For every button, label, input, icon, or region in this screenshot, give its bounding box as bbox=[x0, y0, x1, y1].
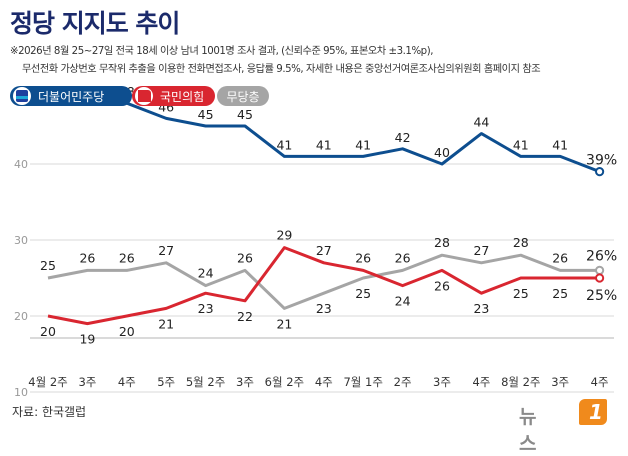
data-label-dem-13: 41 bbox=[552, 137, 568, 152]
x-tick-label-11: 4주 bbox=[472, 375, 490, 389]
legend-label-dem: 더불어민주당 bbox=[38, 90, 104, 104]
data-label-independent-5: 26 bbox=[237, 250, 253, 265]
series-line-무당층 bbox=[47, 253, 600, 310]
data-label-independent-8: 25 bbox=[355, 286, 371, 301]
data-label-independent-4: 24 bbox=[198, 266, 214, 281]
infographic: 정당 지지도 추이 ※2026년 8월 25~27일 전국 18세 이상 남녀 … bbox=[10, 9, 617, 455]
data-label-dem-9: 42 bbox=[395, 130, 411, 145]
x-tick-label-0: 4월 2주 bbox=[28, 375, 67, 389]
y-tick-label-30: 30 bbox=[14, 234, 28, 247]
data-label-independent-3: 27 bbox=[158, 243, 174, 258]
x-tick-label-8: 7월 1주 bbox=[343, 375, 382, 389]
series-line-국민의힘 bbox=[47, 246, 600, 326]
data-label-dem-8: 41 bbox=[355, 137, 371, 152]
logo-mark-icon bbox=[579, 399, 607, 425]
data-label-independent-10: 28 bbox=[434, 235, 450, 250]
x-tick-label-5: 3주 bbox=[236, 375, 254, 389]
y-tick-label-40: 40 bbox=[14, 158, 28, 171]
legend-label-ppp: 국민의힘 bbox=[160, 90, 204, 104]
survey-note-line-2: 무선전화 가상번호 무작위 추출을 이용한 전화면접조사, 응답률 9.5%, … bbox=[22, 64, 541, 75]
data-label-dem-7: 41 bbox=[316, 137, 332, 152]
x-tick-label-3: 5주 bbox=[157, 375, 175, 389]
x-tick-label-7: 4주 bbox=[315, 375, 333, 389]
data-label-independent-0: 25 bbox=[40, 258, 56, 273]
data-label-dem-5: 45 bbox=[237, 107, 253, 122]
dem-logo-stripe bbox=[16, 96, 28, 99]
data-label-independent-13: 26 bbox=[552, 250, 568, 265]
series-endpoint-더불어민주당 bbox=[595, 167, 605, 177]
data-label-independent-9: 26 bbox=[395, 250, 411, 265]
x-tick-label-14: 4주 bbox=[591, 375, 609, 389]
data-label-ppp-13: 25 bbox=[552, 286, 568, 301]
data-label-ppp-4: 23 bbox=[198, 301, 214, 316]
data-label-independent-2: 26 bbox=[119, 250, 135, 265]
logo-text: 뉴스 bbox=[519, 406, 537, 455]
data-label-ppp-11: 23 bbox=[473, 301, 489, 316]
series-line-더불어민주당 bbox=[48, 101, 601, 173]
survey-note-line-1: ※2026년 8월 25~27일 전국 18세 이상 남녀 1001명 조사 결… bbox=[10, 46, 434, 57]
data-label-independent-11: 27 bbox=[473, 243, 489, 258]
data-label-ppp-3: 21 bbox=[158, 316, 174, 331]
data-label-dem-11: 44 bbox=[473, 115, 489, 130]
data-label-ppp-0: 20 bbox=[40, 324, 56, 339]
data-label-independent-1: 26 bbox=[79, 250, 95, 265]
data-label-ppp-9: 24 bbox=[395, 294, 411, 309]
series-endpoint-무당층 bbox=[595, 265, 605, 275]
data-label-ppp-12: 25 bbox=[513, 286, 529, 301]
data-label-dem-12: 41 bbox=[513, 137, 529, 152]
line-chart: 10 20 30 40 4월 2주 3주 4주 5주 5월 2주 3주 6월 2주 4주 7월 1주 2주… bbox=[10, 84, 617, 399]
data-label-dem-10: 40 bbox=[434, 145, 450, 160]
x-tick-label-1: 3주 bbox=[78, 375, 96, 389]
data-label-ppp-14: 25% bbox=[586, 288, 617, 304]
legend-badge-independent bbox=[217, 86, 269, 106]
data-label-independent-14: 26% bbox=[586, 248, 617, 264]
x-tick-label-10: 3주 bbox=[433, 375, 451, 389]
y-tick-label-10: 10 bbox=[14, 386, 28, 399]
x-tick-label-9: 2주 bbox=[394, 375, 412, 389]
data-label-ppp-7: 27 bbox=[316, 243, 332, 258]
x-tick-label-6: 6월 2주 bbox=[265, 375, 304, 389]
series-endpoint-국민의힘 bbox=[595, 273, 605, 283]
x-tick-label-12: 8월 2주 bbox=[501, 375, 540, 389]
data-label-ppp-2: 20 bbox=[119, 324, 135, 339]
data-label-independent-7: 23 bbox=[316, 301, 332, 316]
data-label-dem-4: 45 bbox=[198, 107, 214, 122]
chart-title: 정당 지지도 추이 bbox=[10, 9, 180, 38]
legend-label-independent: 무당층 bbox=[226, 90, 259, 104]
legend-badge-ppp bbox=[132, 86, 215, 106]
x-tick-label-13: 3주 bbox=[551, 375, 569, 389]
data-label-ppp-10: 26 bbox=[434, 278, 450, 293]
x-tick-label-2: 4주 bbox=[118, 375, 136, 389]
data-label-ppp-1: 19 bbox=[79, 332, 95, 347]
y-tick-label-20: 20 bbox=[14, 310, 28, 323]
data-label-ppp-8: 26 bbox=[355, 250, 371, 265]
data-label-ppp-6: 29 bbox=[276, 228, 292, 243]
data-label-independent-6: 21 bbox=[276, 316, 292, 331]
logo-number: 1 bbox=[589, 400, 603, 424]
data-label-dem-14: 39% bbox=[586, 153, 617, 169]
source-credit: 자료: 한국갤럽 bbox=[12, 405, 87, 419]
data-label-dem-6: 41 bbox=[276, 137, 292, 152]
data-label-independent-12: 28 bbox=[513, 235, 529, 250]
x-tick-label-4: 5월 2주 bbox=[186, 375, 225, 389]
legend-badge-dem bbox=[10, 86, 132, 106]
data-label-ppp-5: 22 bbox=[237, 309, 253, 324]
ppp-party-logo-icon bbox=[138, 90, 151, 102]
